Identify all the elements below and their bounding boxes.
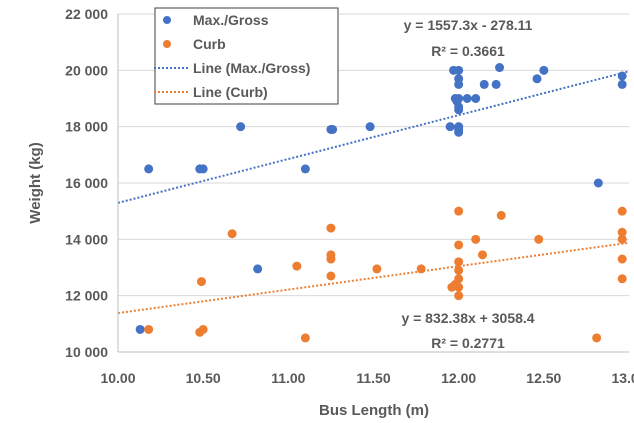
point-curb-26 [592, 333, 602, 343]
point-maxgross-35 [617, 79, 627, 89]
point-curb-5 [292, 261, 302, 271]
r2-curb: R² = 0.2771 [431, 335, 505, 351]
point-curb-20 [454, 282, 464, 292]
point-curb-24 [496, 210, 506, 220]
point-curb-3 [198, 324, 208, 334]
point-maxgross-29 [491, 79, 501, 89]
point-curb-22 [471, 234, 481, 244]
point-curb-15 [454, 206, 464, 216]
legend-item-line-maxgross: Line (Max./Gross) [154, 60, 310, 76]
y-tick-label-0: 10 000 [65, 344, 108, 360]
x-tick-label-0: 10.00 [100, 370, 135, 386]
y-tick-label-5: 20 000 [65, 62, 108, 78]
data-points [135, 63, 627, 343]
x-axis-title: Bus Length (m) [319, 402, 429, 419]
point-maxgross-4 [236, 122, 246, 132]
equation-maxgross: y = 1557.3x - 278.11 [404, 17, 533, 33]
point-curb-19 [454, 274, 464, 284]
legend-item-curb: Curb [163, 36, 226, 52]
x-tick-label-4: 12.00 [441, 370, 476, 386]
legend: Max./Gross Curb Line (Max./Gross) Line (… [154, 7, 339, 105]
point-curb-21 [454, 291, 464, 301]
point-maxgross-12 [365, 122, 375, 132]
legend-item-line-curb: Line (Curb) [154, 84, 268, 100]
point-curb-23 [478, 250, 488, 260]
legend-label-curb: Curb [193, 36, 226, 52]
legend-box [154, 7, 339, 105]
legend-label-line-maxgross: Line (Max./Gross) [193, 60, 310, 76]
point-maxgross-33 [593, 178, 603, 188]
point-curb-18 [454, 265, 464, 275]
point-curb-9 [326, 254, 336, 264]
point-curb-6 [300, 333, 310, 343]
x-tick-label-3: 11.50 [356, 370, 390, 386]
axes [117, 14, 629, 353]
x-tick-label-1: 10.50 [186, 370, 221, 386]
point-curb-25 [534, 234, 544, 244]
x-tick-label-2: 11.00 [271, 370, 305, 386]
point-maxgross-25 [454, 127, 464, 137]
r2-maxgross: R² = 0.3661 [431, 43, 505, 59]
point-maxgross-27 [471, 94, 481, 103]
point-curb-4 [227, 229, 237, 239]
trend-equation-maxgross: y = 1557.3x - 278.11 R² = 0.3661 [404, 17, 533, 59]
point-maxgross-34 [617, 71, 627, 81]
x-tick-label-6: 13.00 [611, 370, 634, 386]
legend-marker-curb [163, 40, 171, 48]
legend-item-maxgross: Max./Gross [163, 12, 269, 28]
point-curb-2 [196, 277, 206, 287]
x-tick-label-5: 12.50 [526, 370, 561, 386]
point-curb-0 [144, 324, 154, 334]
point-curb-30 [617, 254, 627, 264]
y-tick-label-6: 22 000 [65, 6, 108, 22]
point-maxgross-20 [454, 94, 464, 103]
legend-label-line-curb: Line (Curb) [193, 84, 268, 100]
point-maxgross-6 [253, 264, 263, 274]
point-maxgross-17 [454, 65, 464, 75]
point-maxgross-28 [479, 79, 489, 89]
point-maxgross-1 [144, 164, 154, 174]
point-curb-27 [617, 206, 627, 216]
point-maxgross-13 [445, 122, 455, 132]
y-tick-label-2: 14 000 [65, 231, 108, 247]
legend-label-maxgross: Max./Gross [193, 12, 269, 28]
trendlines [117, 70, 630, 315]
point-maxgross-22 [454, 105, 464, 115]
point-curb-16 [454, 240, 464, 250]
point-maxgross-26 [462, 94, 472, 103]
point-curb-10 [326, 271, 336, 281]
point-maxgross-8 [300, 164, 310, 174]
y-tick-label-3: 16 000 [65, 175, 108, 191]
point-curb-7 [326, 223, 336, 233]
point-curb-31 [617, 274, 627, 284]
point-curb-11 [372, 264, 382, 274]
point-curb-17 [454, 257, 464, 267]
point-maxgross-3 [198, 164, 208, 174]
equation-curb: y = 832.38x + 3058.4 [401, 310, 534, 326]
y-tick-label-4: 18 000 [65, 119, 108, 135]
trend-equation-curb: y = 832.38x + 3058.4 R² = 0.2771 [401, 310, 534, 351]
point-maxgross-19 [454, 79, 464, 89]
point-maxgross-0 [135, 324, 145, 334]
tick-labels: 10 000 12 000 14 000 16 000 18 000 20 000 22 0… [65, 6, 634, 386]
point-maxgross-30 [495, 63, 505, 73]
trendline-1 [117, 241, 630, 315]
y-tick-label-1: 12 000 [65, 288, 108, 304]
point-curb-12 [416, 264, 426, 274]
point-curb-28 [617, 227, 627, 237]
point-maxgross-11 [328, 124, 338, 134]
legend-marker-maxgross [163, 16, 171, 24]
y-axis-title: Weight (kg) [27, 142, 44, 223]
point-maxgross-31 [532, 74, 542, 84]
point-maxgross-32 [539, 65, 549, 75]
point-curb-29 [617, 234, 627, 244]
